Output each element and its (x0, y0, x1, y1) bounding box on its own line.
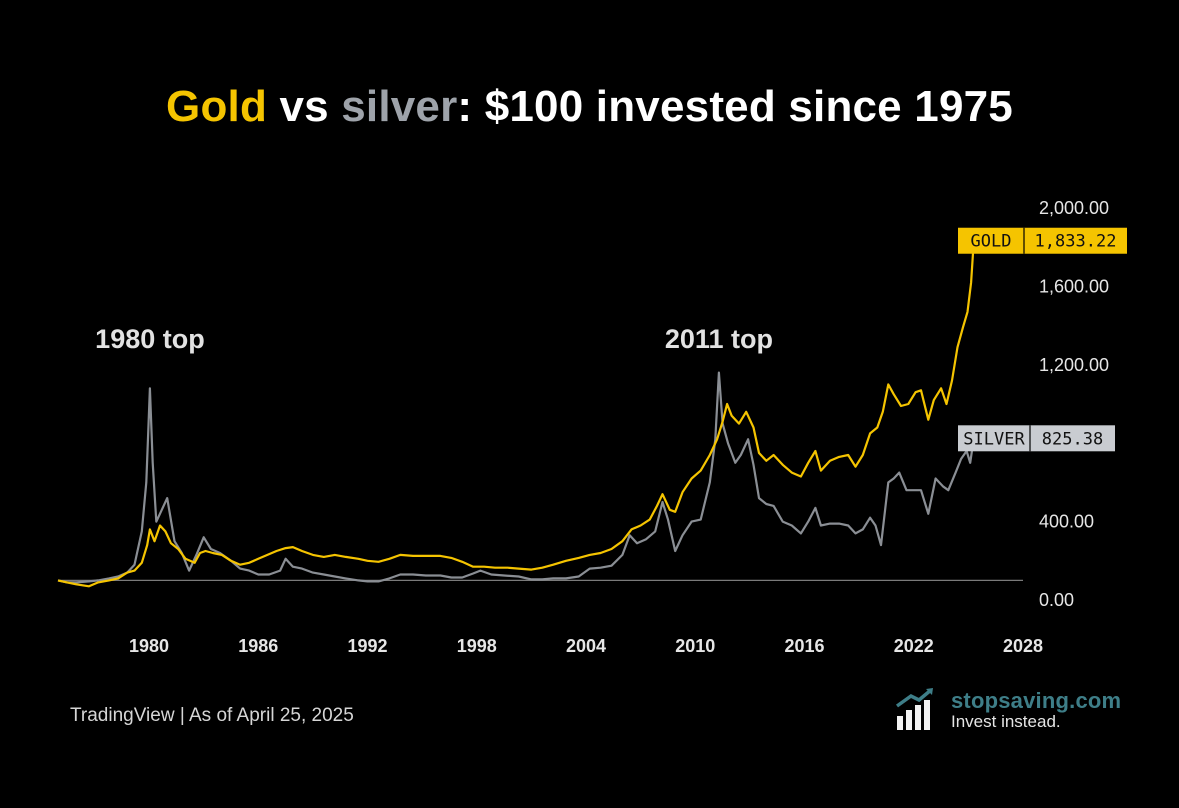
x-tick-label: 1986 (238, 636, 278, 656)
x-tick-label: 2028 (1003, 636, 1043, 656)
source-note: TradingView | As of April 25, 2025 (70, 705, 354, 726)
series-line-silver (57, 371, 975, 584)
x-tick-label: 1980 (129, 636, 169, 656)
y-tick-label: 400.00 (1039, 512, 1094, 532)
series-tag-name-bg (958, 425, 1030, 452)
annotation-label: 2011 top (665, 324, 773, 354)
y-tick-label: 1,600.00 (1039, 276, 1109, 296)
title-middle: vs (267, 82, 342, 131)
x-tick-label: 2004 (566, 636, 606, 656)
chart-title: Gold vs silver: $100 invested since 1975 (0, 82, 1179, 132)
series-tag-value-bg (1024, 227, 1127, 254)
x-tick-label: 2022 (894, 636, 934, 656)
y-tick-label: 1,200.00 (1039, 355, 1109, 375)
series-tag-value: 825.38 (1042, 429, 1103, 449)
x-tick-label: 1992 (348, 636, 388, 656)
annotation-label: 1980 top (95, 324, 205, 354)
series-tag-name: SILVER (963, 429, 1025, 449)
title-silver-word: silver (341, 82, 458, 131)
series-tag-name: GOLD (971, 232, 1012, 252)
x-tick-label: 2010 (675, 636, 715, 656)
title-rest: : $100 invested since 1975 (457, 82, 1013, 131)
series-tag-name-bg (958, 227, 1024, 254)
x-tick-label: 1998 (457, 636, 497, 656)
bar-chart-growth-icon (895, 688, 933, 730)
brand-name: stopsaving.com (951, 688, 1122, 713)
series-line-gold (57, 240, 975, 588)
y-tick-label: 0.00 (1039, 590, 1074, 610)
x-tick-label: 2016 (784, 636, 824, 656)
series-tag-value: 1,833.22 (1035, 232, 1117, 252)
y-tick-label: 2,000.00 (1039, 198, 1109, 218)
title-gold-word: Gold (166, 82, 268, 131)
brand-tagline: Invest instead. (951, 712, 1061, 731)
brand-logo[interactable]: stopsaving.com Invest instead. (893, 686, 1133, 734)
series-tag-value-bg (1030, 425, 1115, 452)
